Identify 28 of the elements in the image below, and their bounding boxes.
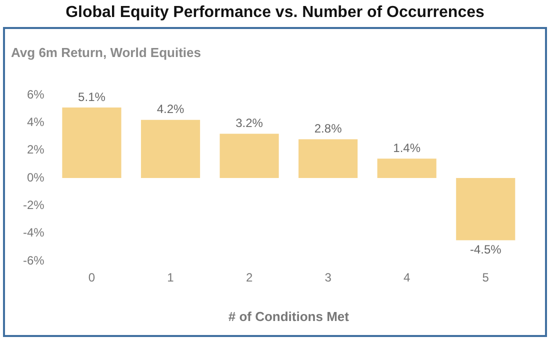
bar (140, 120, 200, 178)
x-tick-label: 3 (324, 270, 332, 285)
data-label: 2.8% (314, 122, 342, 136)
chart-subtitle: Avg 6m Return, World Equities (11, 45, 201, 60)
y-tick-label: -6% (22, 253, 45, 268)
chart-title: Global Equity Performance vs. Number of Occurrences (64, 4, 486, 22)
x-tick-label: 4 (403, 270, 410, 285)
x-tick-label: 5 (482, 270, 490, 285)
x-tick-label: 0 (88, 270, 96, 285)
bar (62, 107, 122, 178)
data-label: 4.2% (156, 102, 185, 116)
data-label: 1.4% (393, 140, 421, 155)
x-tick-label: 1 (167, 270, 174, 285)
y-tick-label: 0% (26, 170, 45, 184)
y-tick-label: -4% (22, 226, 45, 240)
bar (456, 178, 516, 240)
y-tick-label: 2% (26, 142, 45, 157)
bar (298, 139, 358, 178)
bar (377, 158, 436, 178)
y-tick-label: 6% (26, 87, 45, 102)
x-axis-title: # of Conditions Met (228, 308, 350, 324)
data-label: 5.1% (78, 90, 106, 104)
y-tick-label: -2% (22, 198, 45, 212)
y-tick-label: 4% (26, 114, 45, 129)
data-label: 3.2% (236, 116, 264, 130)
data-label: -4.5% (470, 242, 502, 257)
x-tick-label: 2 (246, 270, 253, 285)
bar (220, 134, 279, 178)
